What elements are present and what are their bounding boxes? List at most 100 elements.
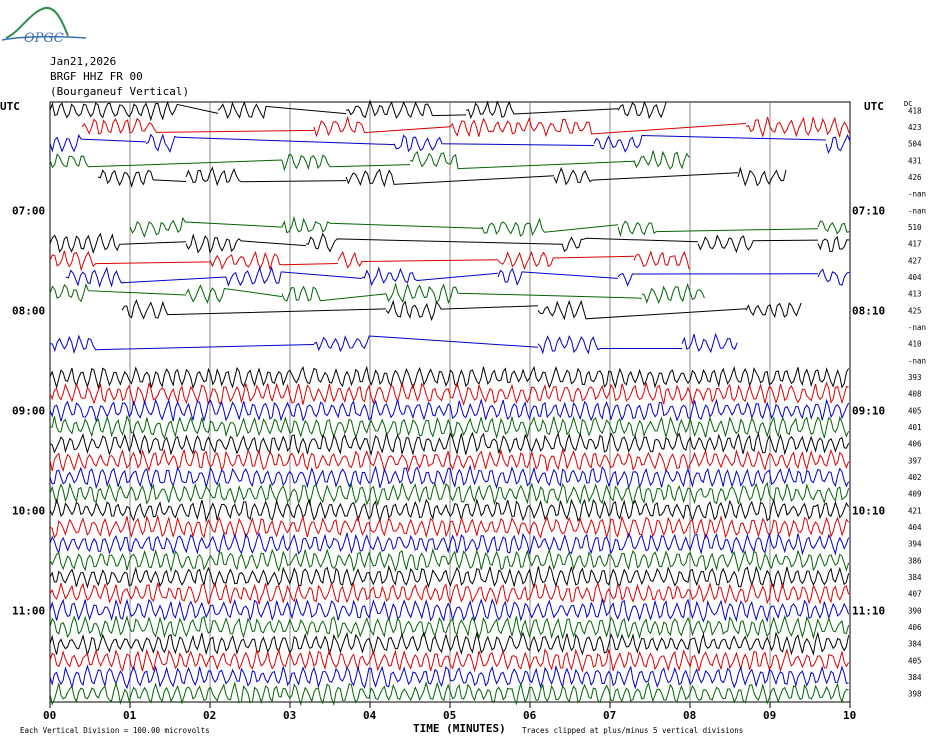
seismic-trace-row-16 xyxy=(49,365,850,390)
seismic-trace-row-0 xyxy=(49,99,667,122)
dc-offset-label: 417 xyxy=(908,240,922,249)
dc-offset-label: 393 xyxy=(908,373,922,382)
seismic-trace-row-14 xyxy=(49,332,738,355)
opgc-logo: OPGC xyxy=(1,6,87,44)
axis-labels: 00 01 02 03 04 05 06 07 08 09 10 07:00 08:00 09:00 10:… xyxy=(12,106,926,722)
dc-offset-label: 418 xyxy=(908,106,922,115)
left-hour-label: 11:00 xyxy=(12,604,45,617)
dc-offset-label: 404 xyxy=(908,273,922,282)
x-tick-label: 06 xyxy=(523,709,537,722)
footer-division: Each Vertical Division = 100.00 microvol… xyxy=(20,726,210,735)
seismic-trace-row-27 xyxy=(49,547,850,573)
logo-text: OPGC xyxy=(24,31,64,44)
x-tick-label: 00 xyxy=(43,709,56,722)
dc-offset-label: 405 xyxy=(908,656,922,665)
left-hour-label: 08:00 xyxy=(12,304,45,317)
seismic-trace-row-28 xyxy=(49,564,850,589)
seismic-trace-row-25 xyxy=(49,514,849,540)
dc-offset-label: 386 xyxy=(908,556,922,565)
left-hour-label: 07:00 xyxy=(12,204,45,217)
left-hour-label: 10:00 xyxy=(12,504,45,517)
seismic-trace-row-2 xyxy=(49,133,851,154)
time-gridlines xyxy=(49,101,851,703)
seismic-trace-row-3 xyxy=(49,150,690,172)
dc-offset-label: 427 xyxy=(908,256,922,265)
dc-offset-label: 406 xyxy=(908,440,922,449)
dc-offset-label: 384 xyxy=(908,573,922,582)
seismic-trace-row-31 xyxy=(49,614,850,640)
dc-offset-label: 421 xyxy=(908,506,922,515)
right-hour-label: 11:10 xyxy=(852,604,885,617)
dc-offset-label: 410 xyxy=(908,340,922,349)
seismic-trace-row-8 xyxy=(49,232,850,255)
seismic-trace-row-10 xyxy=(65,265,850,288)
right-utc-label: UTC xyxy=(864,100,884,113)
dc-offset-label: -nan xyxy=(908,190,926,199)
seismic-trace-row-11 xyxy=(49,282,705,305)
seismic-trace-row-22 xyxy=(49,464,850,490)
dc-label: DC xyxy=(904,100,912,108)
x-tick-label: 10 xyxy=(843,709,856,722)
dc-offset-label: 425 xyxy=(908,306,922,315)
x-tick-label: 05 xyxy=(443,709,456,722)
seismic-trace-row-7 xyxy=(129,215,850,238)
seismic-trace-row-26 xyxy=(49,531,850,556)
x-axis-title: TIME (MINUTES) xyxy=(413,722,506,735)
dc-offset-label: 402 xyxy=(908,473,922,482)
dc-offset-label: 384 xyxy=(908,640,922,649)
seismic-trace-row-12 xyxy=(121,299,802,322)
seismic-trace-row-35 xyxy=(49,681,849,707)
dc-offset-label: -nan xyxy=(908,356,926,365)
x-tick-label: 07 xyxy=(603,709,616,722)
seismic-trace-row-32 xyxy=(49,631,850,657)
dc-offset-label: 384 xyxy=(908,673,922,682)
seismic-trace-row-20 xyxy=(49,431,850,457)
dc-offset-label: 394 xyxy=(908,540,922,549)
x-tick-label: 08 xyxy=(683,709,696,722)
x-tick-label: 04 xyxy=(363,709,377,722)
x-tick-label: 02 xyxy=(203,709,216,722)
seismic-trace-row-18 xyxy=(49,398,850,423)
header-location: (Bourganeuf Vertical) xyxy=(50,85,190,98)
right-hour-label: 08:10 xyxy=(852,304,885,317)
seismic-trace-row-24 xyxy=(49,498,850,523)
seismic-trace-row-9 xyxy=(49,250,690,272)
dc-offset-label: 409 xyxy=(908,490,922,499)
seismic-trace-row-1 xyxy=(81,115,850,139)
right-hour-label: 10:10 xyxy=(852,504,885,517)
footer-clip: Traces clipped at plus/minus 5 vertical … xyxy=(522,726,743,735)
dc-offset-label: 406 xyxy=(908,623,922,632)
dc-offset-label: 413 xyxy=(908,290,922,299)
header-station: BRGF HHZ FR 00 xyxy=(50,70,143,83)
seismic-trace-row-17 xyxy=(49,381,849,407)
seismic-traces xyxy=(49,99,851,707)
dc-offset-label: 405 xyxy=(908,406,922,415)
logo-mountain-icon xyxy=(5,6,69,39)
dc-offset-label: -nan xyxy=(908,206,926,215)
x-tick-label: 09 xyxy=(763,709,776,722)
dc-offset-label: 397 xyxy=(908,456,922,465)
left-hour-label: 09:00 xyxy=(12,404,45,417)
left-utc-label: UTC xyxy=(0,100,20,113)
dc-offset-label: 510 xyxy=(908,223,922,232)
dc-offset-label: 398 xyxy=(908,690,922,699)
dc-offset-label: -nan xyxy=(908,323,926,332)
right-hour-label: 09:10 xyxy=(852,404,885,417)
dc-offset-label: 401 xyxy=(908,423,922,432)
seismic-trace-row-21 xyxy=(49,448,850,473)
dc-offset-label: 431 xyxy=(908,156,922,165)
header-date: Jan21,2026 xyxy=(50,55,117,68)
dc-offset-label: 504 xyxy=(908,140,922,149)
seismic-trace-row-30 xyxy=(49,597,850,623)
dc-offset-label: 426 xyxy=(908,173,922,182)
seismic-trace-row-4 xyxy=(97,166,787,189)
seismic-trace-row-19 xyxy=(49,414,850,440)
dc-offset-label: 404 xyxy=(908,523,922,532)
seismic-trace-row-23 xyxy=(49,481,850,507)
seismic-trace-row-29 xyxy=(49,580,850,606)
dc-offset-label: 423 xyxy=(908,123,922,132)
dc-offset-label: 408 xyxy=(908,390,922,399)
x-tick-label: 01 xyxy=(123,709,137,722)
seismic-trace-row-33 xyxy=(49,647,850,673)
